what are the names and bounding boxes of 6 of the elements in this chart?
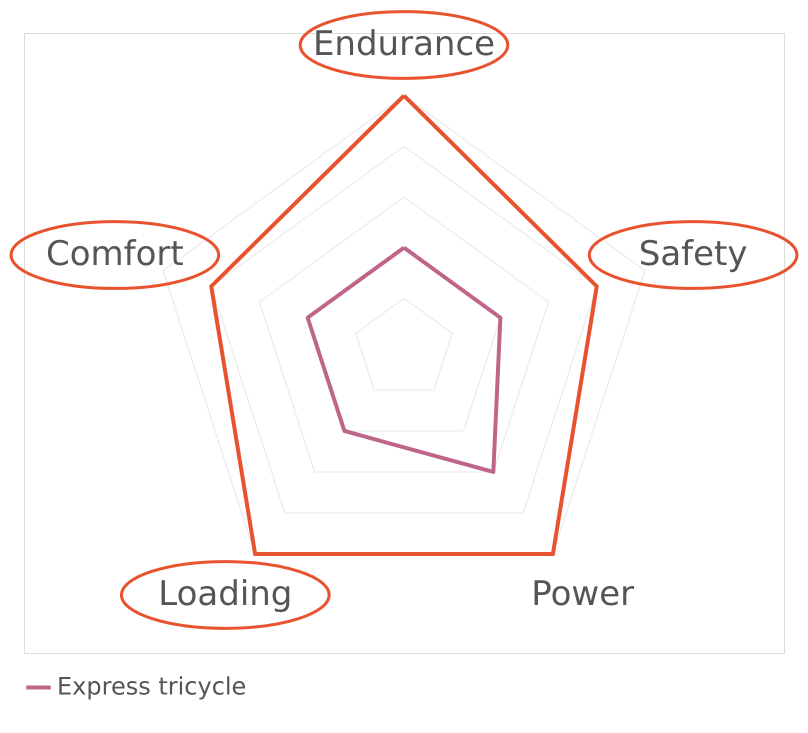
legend-label: Express tricycle [57, 672, 246, 700]
spoke-label: Power [531, 574, 634, 614]
spoke-label: Endurance [312, 24, 496, 64]
spoke-label: Comfort [46, 234, 184, 274]
spoke-label: Safety [638, 234, 748, 274]
spoke-label: Loading [158, 574, 292, 614]
